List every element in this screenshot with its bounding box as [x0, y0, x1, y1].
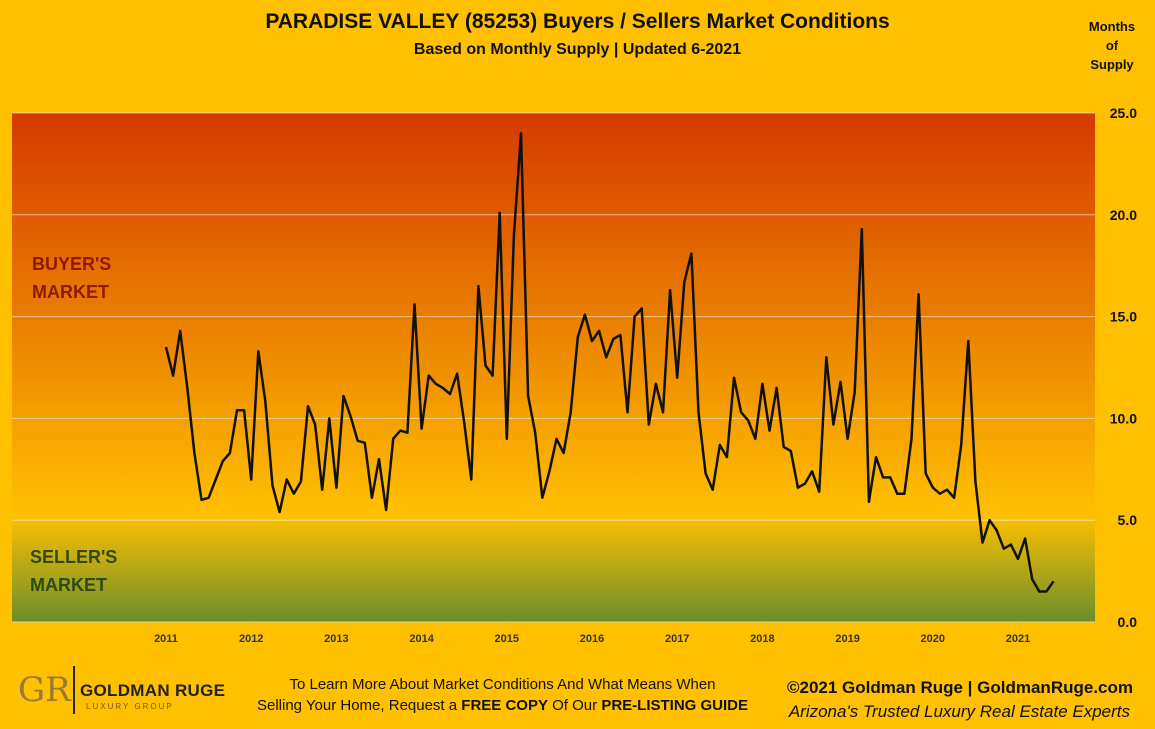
x-tick-label: 2018 — [750, 633, 774, 645]
sellers-market-zone — [12, 515, 1095, 622]
y-axis-label-line: Supply — [1090, 57, 1134, 72]
cta-line-1: To Learn More About Market Conditions An… — [289, 676, 716, 693]
logo-subtitle: LUXURY GROUP — [86, 702, 174, 711]
supply-series-line — [164, 132, 1055, 593]
x-tick-label: 2021 — [1006, 633, 1030, 645]
y-axis-label-line: Months — [1088, 19, 1136, 34]
y-tick-label: 15.0 — [1110, 309, 1137, 325]
pre-listing-guide-cta: To Learn More About Market Conditions An… — [240, 674, 765, 716]
chart-title: PARADISE VALLEY (85253) Buyers / Sellers… — [265, 10, 890, 33]
cta-text: Of Our — [547, 697, 602, 714]
y-tick-label: 0.0 — [1118, 614, 1138, 630]
cta-text: Selling Your Home, Request a — [256, 697, 462, 714]
x-tick-label: 2017 — [665, 633, 689, 645]
free-copy-text: FREE COPY — [461, 697, 548, 714]
x-tick-label: 2014 — [409, 633, 434, 645]
chart-subtitle: Based on Monthly Supply | Updated 6-2021 — [413, 41, 742, 58]
y-tick-label: 25.0 — [1110, 105, 1137, 121]
x-tick-label: 2012 — [239, 633, 263, 645]
y-tick-label: 20.0 — [1110, 207, 1137, 223]
y-axis-label: Months of Supply — [1077, 17, 1147, 74]
logo-divider — [73, 666, 75, 714]
copyright-text: ©2021 Goldman Ruge | GoldmanRuge.com — [786, 678, 1133, 697]
logo-name: GOLDMAN RUGE — [80, 681, 226, 700]
x-tick-label: 2013 — [324, 633, 348, 645]
x-tick-label: 2020 — [921, 633, 945, 645]
sellers-market-label: SELLER'S MARKET — [30, 543, 117, 599]
x-tick-label: 2015 — [495, 633, 519, 645]
buyers-market-label: BUYER'S MARKET — [32, 250, 111, 306]
buyers-market-label-line: MARKET — [32, 282, 109, 302]
x-tick-label: 2016 — [580, 633, 604, 645]
buyers-market-label-line: BUYER'S — [32, 254, 112, 274]
cta-line-2: Selling Your Home, Request a FREE COPY O… — [240, 695, 765, 716]
sellers-market-label-line: SELLER'S — [30, 547, 118, 567]
y-tick-label: 5.0 — [1118, 512, 1138, 528]
tagline-text: Arizona's Trusted Luxury Real Estate Exp… — [788, 702, 1130, 721]
x-tick-label: 2019 — [835, 633, 859, 645]
x-tick-label: 2011 — [154, 633, 178, 645]
goldman-ruge-logo[interactable]: GR GOLDMAN RUGE LUXURY GROUP — [18, 664, 238, 719]
y-tick-label: 10.0 — [1110, 410, 1137, 426]
pre-listing-guide-text: PRE-LISTING GUIDE — [601, 697, 748, 714]
logo-mark: GR — [18, 670, 71, 710]
sellers-market-label-line: MARKET — [30, 575, 107, 595]
y-axis-label-line: of — [1105, 38, 1119, 53]
